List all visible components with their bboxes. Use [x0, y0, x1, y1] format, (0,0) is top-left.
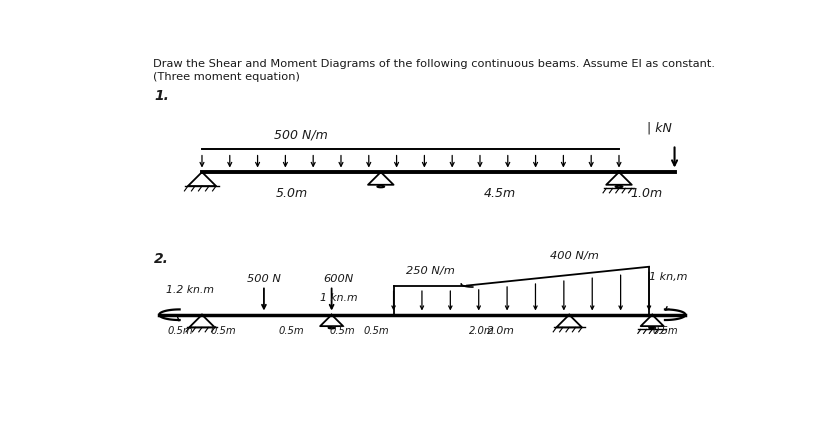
Text: 500 N/m: 500 N/m	[274, 128, 328, 141]
Text: 1 kn.m: 1 kn.m	[320, 293, 358, 304]
Text: (Three moment equation): (Three moment equation)	[152, 72, 300, 82]
Text: 400 N/m: 400 N/m	[550, 251, 598, 261]
Text: 250 N/m: 250 N/m	[406, 266, 455, 277]
Text: 0.5m: 0.5m	[363, 326, 389, 336]
Text: 0.5m: 0.5m	[211, 326, 236, 336]
Text: 600N: 600N	[323, 274, 353, 284]
Text: 1.: 1.	[154, 89, 169, 104]
Text: Draw the Shear and Moment Diagrams of the following continuous beams. Assume EI : Draw the Shear and Moment Diagrams of th…	[152, 59, 714, 69]
Text: 1 kn,m: 1 kn,m	[649, 272, 687, 282]
Text: 2.: 2.	[154, 251, 169, 266]
Text: 2.0m: 2.0m	[487, 326, 514, 336]
Text: 4.5m: 4.5m	[484, 187, 516, 200]
Text: 0.5m: 0.5m	[329, 326, 354, 336]
Text: 0.5m: 0.5m	[168, 326, 194, 336]
Text: | kN: | kN	[647, 122, 672, 135]
Text: 0.5m: 0.5m	[652, 326, 678, 336]
Text: 1.0m: 1.0m	[630, 187, 662, 200]
Text: 5.0m: 5.0m	[275, 187, 307, 200]
Text: 2.0m: 2.0m	[469, 326, 494, 336]
Text: 0.5m: 0.5m	[279, 326, 304, 336]
Text: 1.2 kn.m: 1.2 kn.m	[166, 285, 213, 295]
Text: 500 N: 500 N	[247, 274, 281, 284]
